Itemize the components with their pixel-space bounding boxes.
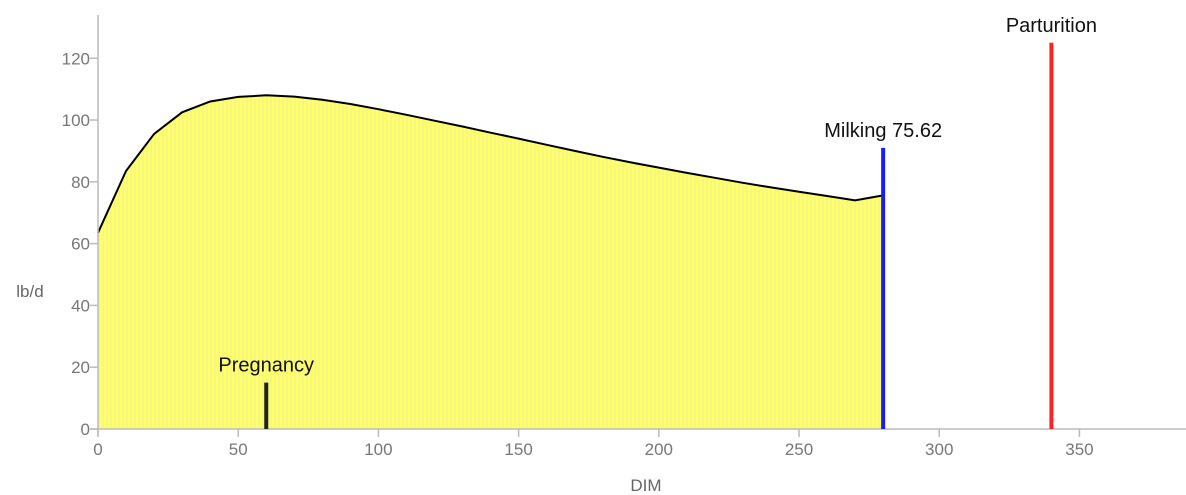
- y-tick-label: 20: [71, 358, 90, 377]
- marker-label: Pregnancy: [218, 355, 314, 377]
- marker-label: Milking 75.62: [824, 120, 942, 142]
- series-line: [97, 94, 884, 234]
- x-tick-label: 0: [93, 440, 102, 459]
- y-tick-label: 120: [62, 49, 90, 68]
- x-axis-title: DIM: [630, 476, 661, 495]
- x-tick-label: 200: [645, 440, 673, 459]
- y-tick-label: 40: [71, 296, 90, 315]
- y-tick-label: 100: [62, 111, 90, 130]
- area-layer: [97, 94, 884, 430]
- marker-label: Parturition: [1006, 15, 1097, 37]
- y-axis-title: lb/d: [16, 282, 43, 301]
- x-tick-label: 350: [1065, 440, 1093, 459]
- y-tick-label: 60: [71, 235, 90, 254]
- x-tick-label: 100: [364, 440, 392, 459]
- x-tick-label: 300: [925, 440, 953, 459]
- x-tick-label: 250: [785, 440, 813, 459]
- series-area-fill: [98, 95, 884, 430]
- y-tick-label: 80: [71, 173, 90, 192]
- marker-layer: Pregnancy Milking 75.62 Parturition: [218, 15, 1097, 429]
- axes-layer: 0 50 100 150 200 250 300 350 0 20 40 60 80 100 120: [62, 15, 1186, 459]
- x-tick-label: 150: [504, 440, 532, 459]
- x-tick-label: 50: [229, 440, 248, 459]
- y-tick-label: 0: [81, 420, 90, 439]
